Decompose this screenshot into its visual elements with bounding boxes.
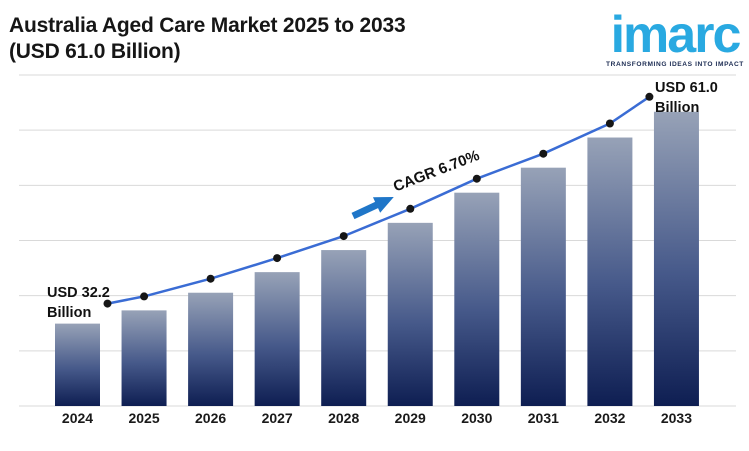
chart-title-line1: Australia Aged Care Market 2025 to 2033 bbox=[9, 14, 406, 37]
start-value-line1: USD 32.2 bbox=[47, 285, 110, 301]
logo-wordmark: imarc bbox=[610, 6, 742, 64]
bar-2029 bbox=[387, 222, 433, 406]
start-value-label: USD 32.2 Billion bbox=[47, 283, 110, 323]
bar-2026 bbox=[188, 292, 234, 406]
bar-2030 bbox=[454, 192, 500, 406]
trend-dot-2027 bbox=[273, 254, 282, 263]
trend-line bbox=[106, 95, 651, 305]
trend-dot-2030 bbox=[472, 174, 481, 183]
chart-title-line2: (USD 61.0 Billion) bbox=[9, 40, 181, 63]
start-value-line2: Billion bbox=[47, 305, 92, 321]
x-tick-2032: 2032 bbox=[594, 410, 625, 426]
x-tick-2027: 2027 bbox=[262, 410, 293, 426]
trend-dot-2025 bbox=[140, 292, 149, 301]
end-value-line2: Billion bbox=[655, 100, 700, 116]
trend-dot-2028 bbox=[339, 232, 348, 241]
x-tick-2024: 2024 bbox=[62, 410, 93, 426]
chart-title: Australia Aged Care Market 2025 to 2033 … bbox=[9, 13, 406, 65]
x-tick-2028: 2028 bbox=[328, 410, 359, 426]
trend-dot-2026 bbox=[206, 274, 215, 283]
trend-dot-2024 bbox=[103, 299, 112, 308]
bar-2028 bbox=[321, 250, 367, 406]
cagr-arrow-shape bbox=[351, 196, 394, 220]
bar-2027 bbox=[254, 272, 300, 406]
bar-2025 bbox=[121, 310, 167, 406]
trend-dot-2032 bbox=[605, 119, 614, 128]
imarc-logo: imarc TRANSFORMING IDEAS INTO IMPACT bbox=[603, 6, 747, 68]
trend-dot-2033 bbox=[645, 92, 654, 101]
x-tick-2031: 2031 bbox=[528, 410, 559, 426]
x-tick-2030: 2030 bbox=[461, 410, 492, 426]
bar-2031 bbox=[520, 167, 566, 406]
x-tick-2029: 2029 bbox=[395, 410, 426, 426]
x-tick-2033: 2033 bbox=[661, 410, 692, 426]
trend-dot-2031 bbox=[539, 149, 548, 158]
bar-2024 bbox=[55, 323, 100, 406]
bar-2033 bbox=[653, 111, 699, 407]
bar-2032 bbox=[587, 137, 633, 406]
x-tick-2025: 2025 bbox=[128, 410, 159, 426]
x-tick-2026: 2026 bbox=[195, 410, 226, 426]
trend-dot-2029 bbox=[406, 204, 415, 213]
end-value-line1: USD 61.0 bbox=[655, 80, 718, 96]
end-value-label: USD 61.0 Billion bbox=[655, 78, 718, 118]
cagr-arrow-icon bbox=[351, 196, 394, 220]
logo-tagline: TRANSFORMING IDEAS INTO IMPACT bbox=[606, 61, 744, 68]
